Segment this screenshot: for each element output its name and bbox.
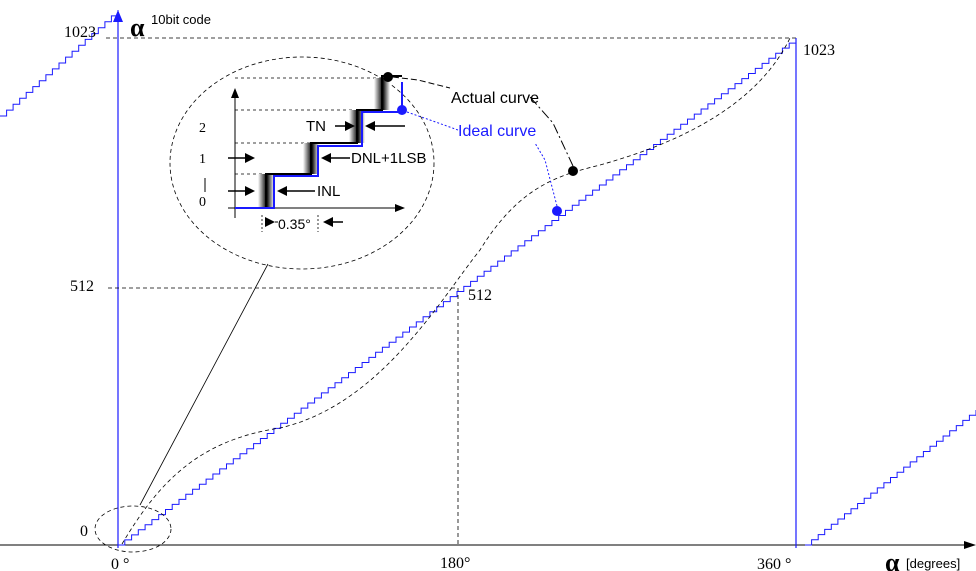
x-tick-0: 0 °	[111, 556, 129, 571]
inset-x-arrow	[395, 204, 405, 212]
ideal-staircase-right	[805, 410, 976, 546]
inset-label-dnl: DNL+1LSB	[351, 150, 426, 167]
inset-label-inl: INL	[317, 183, 340, 200]
point-label-512: 512	[468, 287, 492, 304]
ideal-leader	[534, 142, 558, 207]
ideal-staircase-curve	[0, 10, 976, 546]
inset-tick-1: 1	[199, 152, 206, 167]
x-tick-360: 360 °	[757, 556, 791, 571]
inset-actual-steps	[235, 75, 402, 209]
ideal-staircase-left	[0, 10, 119, 117]
point-label-1023: 1023	[803, 42, 835, 59]
inset-y-arrow	[231, 88, 239, 98]
ideal-staircase-main	[118, 38, 797, 546]
x-axis-unit: [degrees]	[906, 556, 960, 571]
inset-detail: 2 1 0 TN DNL+1LSB INL 0.35°	[199, 72, 459, 232]
zoom-connector	[139, 263, 269, 506]
x-axis-arrow	[964, 541, 976, 549]
y-axis-symbol: α	[130, 13, 145, 42]
dnl-arrows	[228, 153, 350, 163]
inset-actual-leader	[392, 76, 451, 89]
zoom-inset-ellipse	[169, 56, 435, 270]
y-tick-0: 0	[80, 523, 88, 540]
actual-curve	[121, 37, 791, 545]
x-tick-180: 180°	[440, 555, 470, 571]
inset-label-tn: TN	[306, 118, 326, 135]
inset-ideal-steps	[235, 82, 403, 209]
inl-arrows	[228, 186, 315, 196]
y-tick-1023: 1023	[64, 24, 96, 41]
actual-marker	[568, 166, 578, 176]
inset-label-step: 0.35°	[278, 216, 311, 232]
actual-leader	[529, 96, 574, 167]
legend-ideal-curve: Ideal curve	[458, 123, 536, 140]
inset-ideal-leader	[406, 111, 459, 131]
tn-arrows	[335, 121, 405, 131]
legend-actual-curve: Actual curve	[451, 90, 539, 107]
inset-actual-marker	[383, 72, 393, 82]
step-width-arrows	[261, 215, 343, 232]
inset-tick-2: 2	[199, 121, 206, 136]
inset-tick-0: 0	[199, 195, 206, 210]
inset-ideal-marker	[397, 105, 407, 115]
y-axis-unit: 10bit code	[151, 12, 211, 27]
ideal-marker	[552, 206, 562, 216]
zoom-source-ellipse	[94, 505, 172, 553]
y-tick-512: 512	[70, 278, 94, 295]
x-axis-symbol: α	[885, 548, 900, 571]
